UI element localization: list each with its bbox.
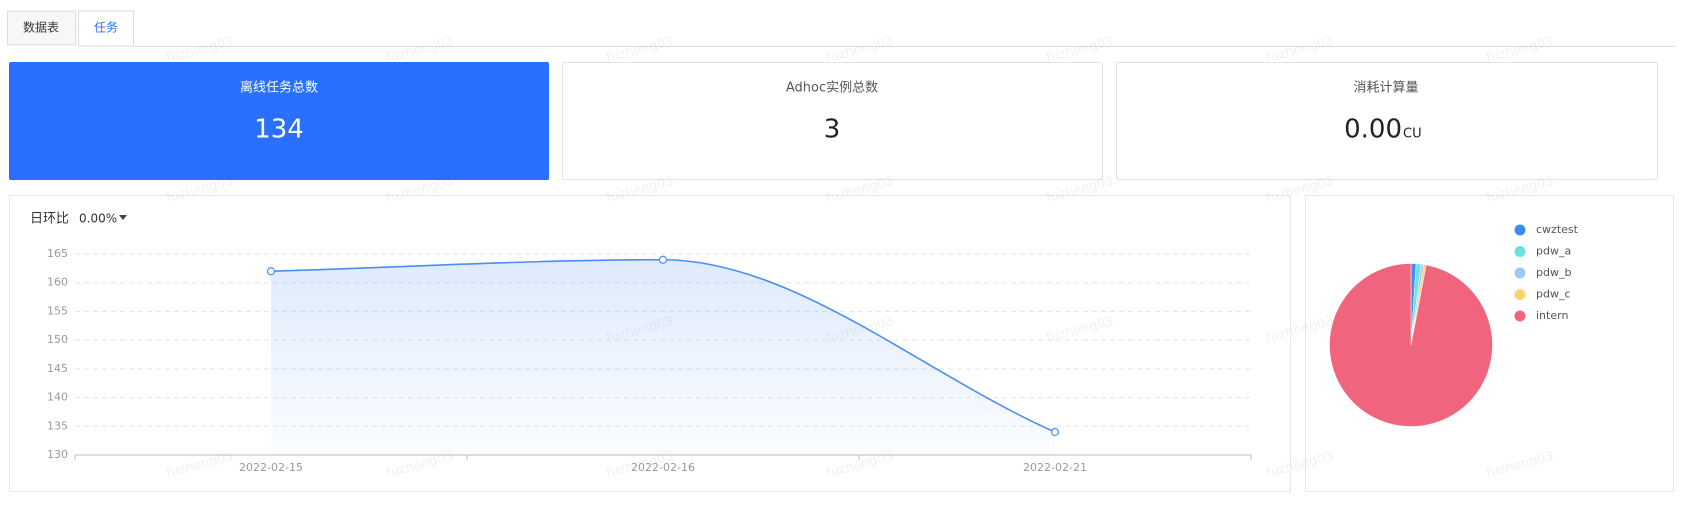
- legend-label: pdw_c: [1536, 288, 1571, 301]
- dropdown-icon[interactable]: [119, 215, 127, 220]
- y-tick-label: 165: [47, 247, 68, 260]
- watermark: fuzheng03: [165, 34, 235, 66]
- legend-swatch: [1514, 224, 1526, 236]
- y-tick-label: 150: [47, 333, 68, 346]
- legend-swatch: [1514, 310, 1526, 322]
- y-tick-label: 145: [47, 362, 68, 375]
- watermark: fuzheng03: [1485, 34, 1555, 66]
- tab-label[interactable]: 数据表: [23, 20, 59, 35]
- y-tick-label: 130: [47, 448, 68, 461]
- watermark: fuzheng03: [825, 34, 895, 66]
- x-tick-label: 2022-02-16: [631, 461, 695, 474]
- metric-change[interactable]: 0.00%: [79, 212, 117, 226]
- watermark: fuzheng03: [605, 34, 675, 66]
- legend-swatch: [1514, 267, 1526, 279]
- legend-swatch: [1514, 246, 1526, 257]
- watermark: fuzheng03: [385, 34, 455, 66]
- point: [266, 267, 276, 276]
- metric-label: 日环比: [30, 212, 69, 227]
- card-value: 0.00: [1344, 115, 1402, 145]
- y-tick-label: 155: [47, 304, 68, 317]
- legend-label: pdw_a: [1536, 245, 1571, 258]
- legend-swatch: [1514, 289, 1526, 300]
- card-title: 离线任务总数: [240, 80, 318, 96]
- y-tick-label: 140: [47, 391, 68, 404]
- x-tick-label: 2022-02-15: [239, 461, 303, 474]
- watermark: fuzheng03: [1265, 34, 1335, 66]
- card[interactable]: [1116, 62, 1658, 180]
- point: [658, 255, 668, 264]
- card-value: 134: [254, 115, 304, 145]
- tab[interactable]: [7, 10, 76, 46]
- y-tick-label: 135: [47, 419, 68, 432]
- tab-active[interactable]: [78, 10, 134, 47]
- area: [271, 259, 1055, 455]
- card-title: 消耗计算量: [1353, 81, 1418, 96]
- legend-label: cwztest: [1536, 223, 1579, 236]
- watermark: fuzheng03: [1045, 34, 1115, 66]
- y-tick-label: 160: [47, 276, 68, 289]
- pie-slice: [1329, 263, 1493, 427]
- legend-label: pdw_b: [1536, 266, 1571, 279]
- card[interactable]: [562, 62, 1103, 180]
- card-unit: CU: [1403, 127, 1422, 142]
- card-title: Adhoc实例总数: [786, 81, 878, 96]
- legend-label: intern: [1536, 309, 1568, 322]
- card-value: 3: [824, 115, 841, 145]
- card-active[interactable]: [9, 62, 549, 180]
- point: [1050, 427, 1060, 437]
- tab-label[interactable]: 任务: [94, 20, 118, 35]
- x-tick-label: 2022-02-21: [1023, 461, 1087, 474]
